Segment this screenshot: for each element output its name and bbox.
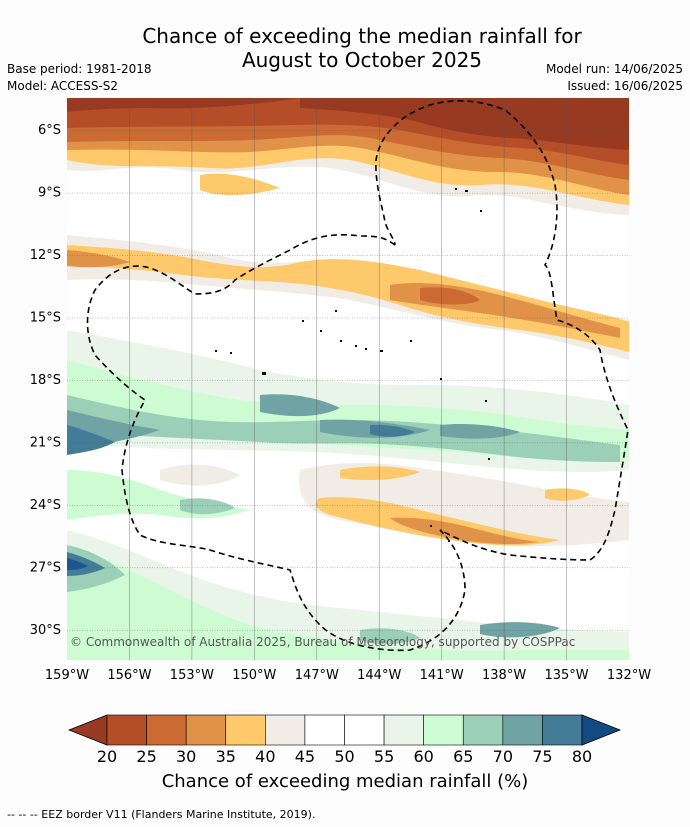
y-tick-label: 12°S (30, 248, 61, 263)
colorbar-segment (383, 714, 424, 746)
colorbar-high-arrow (581, 714, 622, 746)
colorbar-segment (423, 714, 464, 746)
x-tick-label: 156°W (107, 668, 151, 683)
y-tick-label: 27°S (30, 560, 61, 575)
colorbar-tick-label: 20 (97, 747, 117, 766)
colorbar-segment (344, 714, 385, 746)
y-tick-label: 6°S (38, 123, 61, 138)
map-plot-area: © Commonwealth of Australia 2025, Bureau… (67, 98, 629, 660)
eez-legend-note: -- -- -- EEZ border V11 (Flanders Marine… (7, 808, 316, 821)
islands (215, 188, 490, 542)
eez-border (86, 100, 629, 652)
colorbar-segment (462, 714, 504, 746)
model-run-text: Model run: 14/06/2025 (545, 62, 683, 76)
x-tick-label: 144°W (357, 668, 401, 683)
colorbar-tick-label: 60 (413, 747, 433, 766)
model-text: Model: ACCESS-S2 (7, 79, 119, 93)
issued-text: Issued: 16/06/2025 (567, 79, 683, 93)
colorbar-tick-label: 30 (176, 747, 196, 766)
x-axis-ticks: 159°W 156°W 153°W 150°W 147°W 144°W 141°W 138°W… (45, 668, 651, 683)
y-tick-label: 9°S (38, 186, 61, 201)
colorbar-tick-label: 75 (532, 747, 552, 766)
x-tick-label: 135°W (544, 668, 588, 683)
chart-title-line1: Chance of exceeding the median rainfall … (142, 24, 582, 48)
colorbar-segment (146, 714, 187, 746)
y-axis-ticks: 6°S 9°S 12°S 15°S 18°S 21°S 24°S 27°S 30°S (30, 123, 61, 638)
colorbar-low-arrow (67, 714, 108, 746)
colorbar-tick-label: 55 (374, 747, 394, 766)
x-tick-label: 153°W (170, 668, 214, 683)
y-tick-label: 21°S (30, 435, 61, 450)
colorbar-tick-label: 70 (493, 747, 513, 766)
y-tick-label: 24°S (30, 498, 61, 513)
chart-title-line2: August to October 2025 (241, 48, 483, 72)
colorbar-tick-label: 50 (334, 747, 354, 766)
colorbar-segment (265, 714, 306, 746)
colorbar-tick-label: 45 (295, 747, 315, 766)
colorbar-segment (502, 714, 543, 746)
colorbar-tick-label: 40 (255, 747, 275, 766)
x-tick-label: 132°W (607, 668, 651, 683)
colorbar-segment (106, 714, 147, 746)
x-tick-label: 159°W (45, 668, 89, 683)
colorbar-segment (225, 714, 266, 746)
y-tick-label: 30°S (30, 623, 61, 638)
colorbar-segment (304, 714, 345, 746)
y-tick-label: 18°S (30, 373, 61, 388)
colorbar-segment (542, 714, 583, 746)
graticule (67, 98, 629, 660)
colorbar-label: Chance of exceeding median rainfall (%) (161, 771, 529, 792)
y-tick-label: 15°S (30, 311, 61, 326)
colorbar-tick-label: 25 (136, 747, 156, 766)
x-tick-label: 141°W (420, 668, 464, 683)
colorbar-tick-label: 35 (216, 747, 236, 766)
base-period-text: Base period: 1981-2018 (7, 62, 152, 76)
x-tick-label: 138°W (482, 668, 526, 683)
colorbar: 20 25 30 35 40 45 50 55 60 65 70 75 80 (67, 714, 622, 766)
attribution-text: © Commonwealth of Australia 2025, Bureau… (70, 635, 575, 649)
x-tick-label: 150°W (232, 668, 276, 683)
colorbar-tick-label: 80 (572, 747, 592, 766)
x-tick-label: 147°W (295, 668, 339, 683)
colorbar-tick-label: 65 (453, 747, 473, 766)
colorbar-segment (185, 714, 227, 746)
